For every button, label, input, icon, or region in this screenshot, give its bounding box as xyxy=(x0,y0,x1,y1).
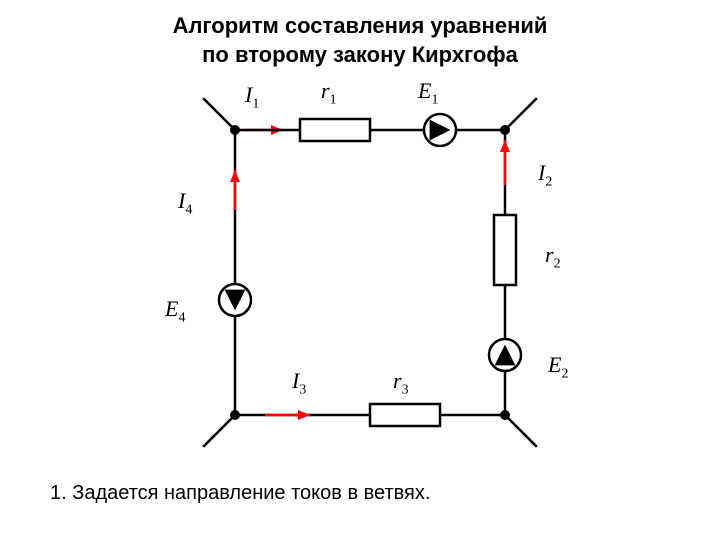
label-I1: I1 xyxy=(245,82,259,112)
label-r2: r2 xyxy=(545,242,561,272)
label-r1: r1 xyxy=(321,78,337,108)
label-I4: I4 xyxy=(178,188,192,218)
label-E2: E2 xyxy=(548,352,568,382)
circuit-diagram xyxy=(0,0,720,540)
label-E1: E1 xyxy=(418,78,438,108)
caption-step-1: 1. Задается направление токов в ветвях. xyxy=(50,482,430,505)
label-I2: I2 xyxy=(538,160,552,190)
label-r3: r3 xyxy=(393,368,409,398)
label-I3: I3 xyxy=(292,368,306,398)
label-E4: E4 xyxy=(165,296,185,326)
